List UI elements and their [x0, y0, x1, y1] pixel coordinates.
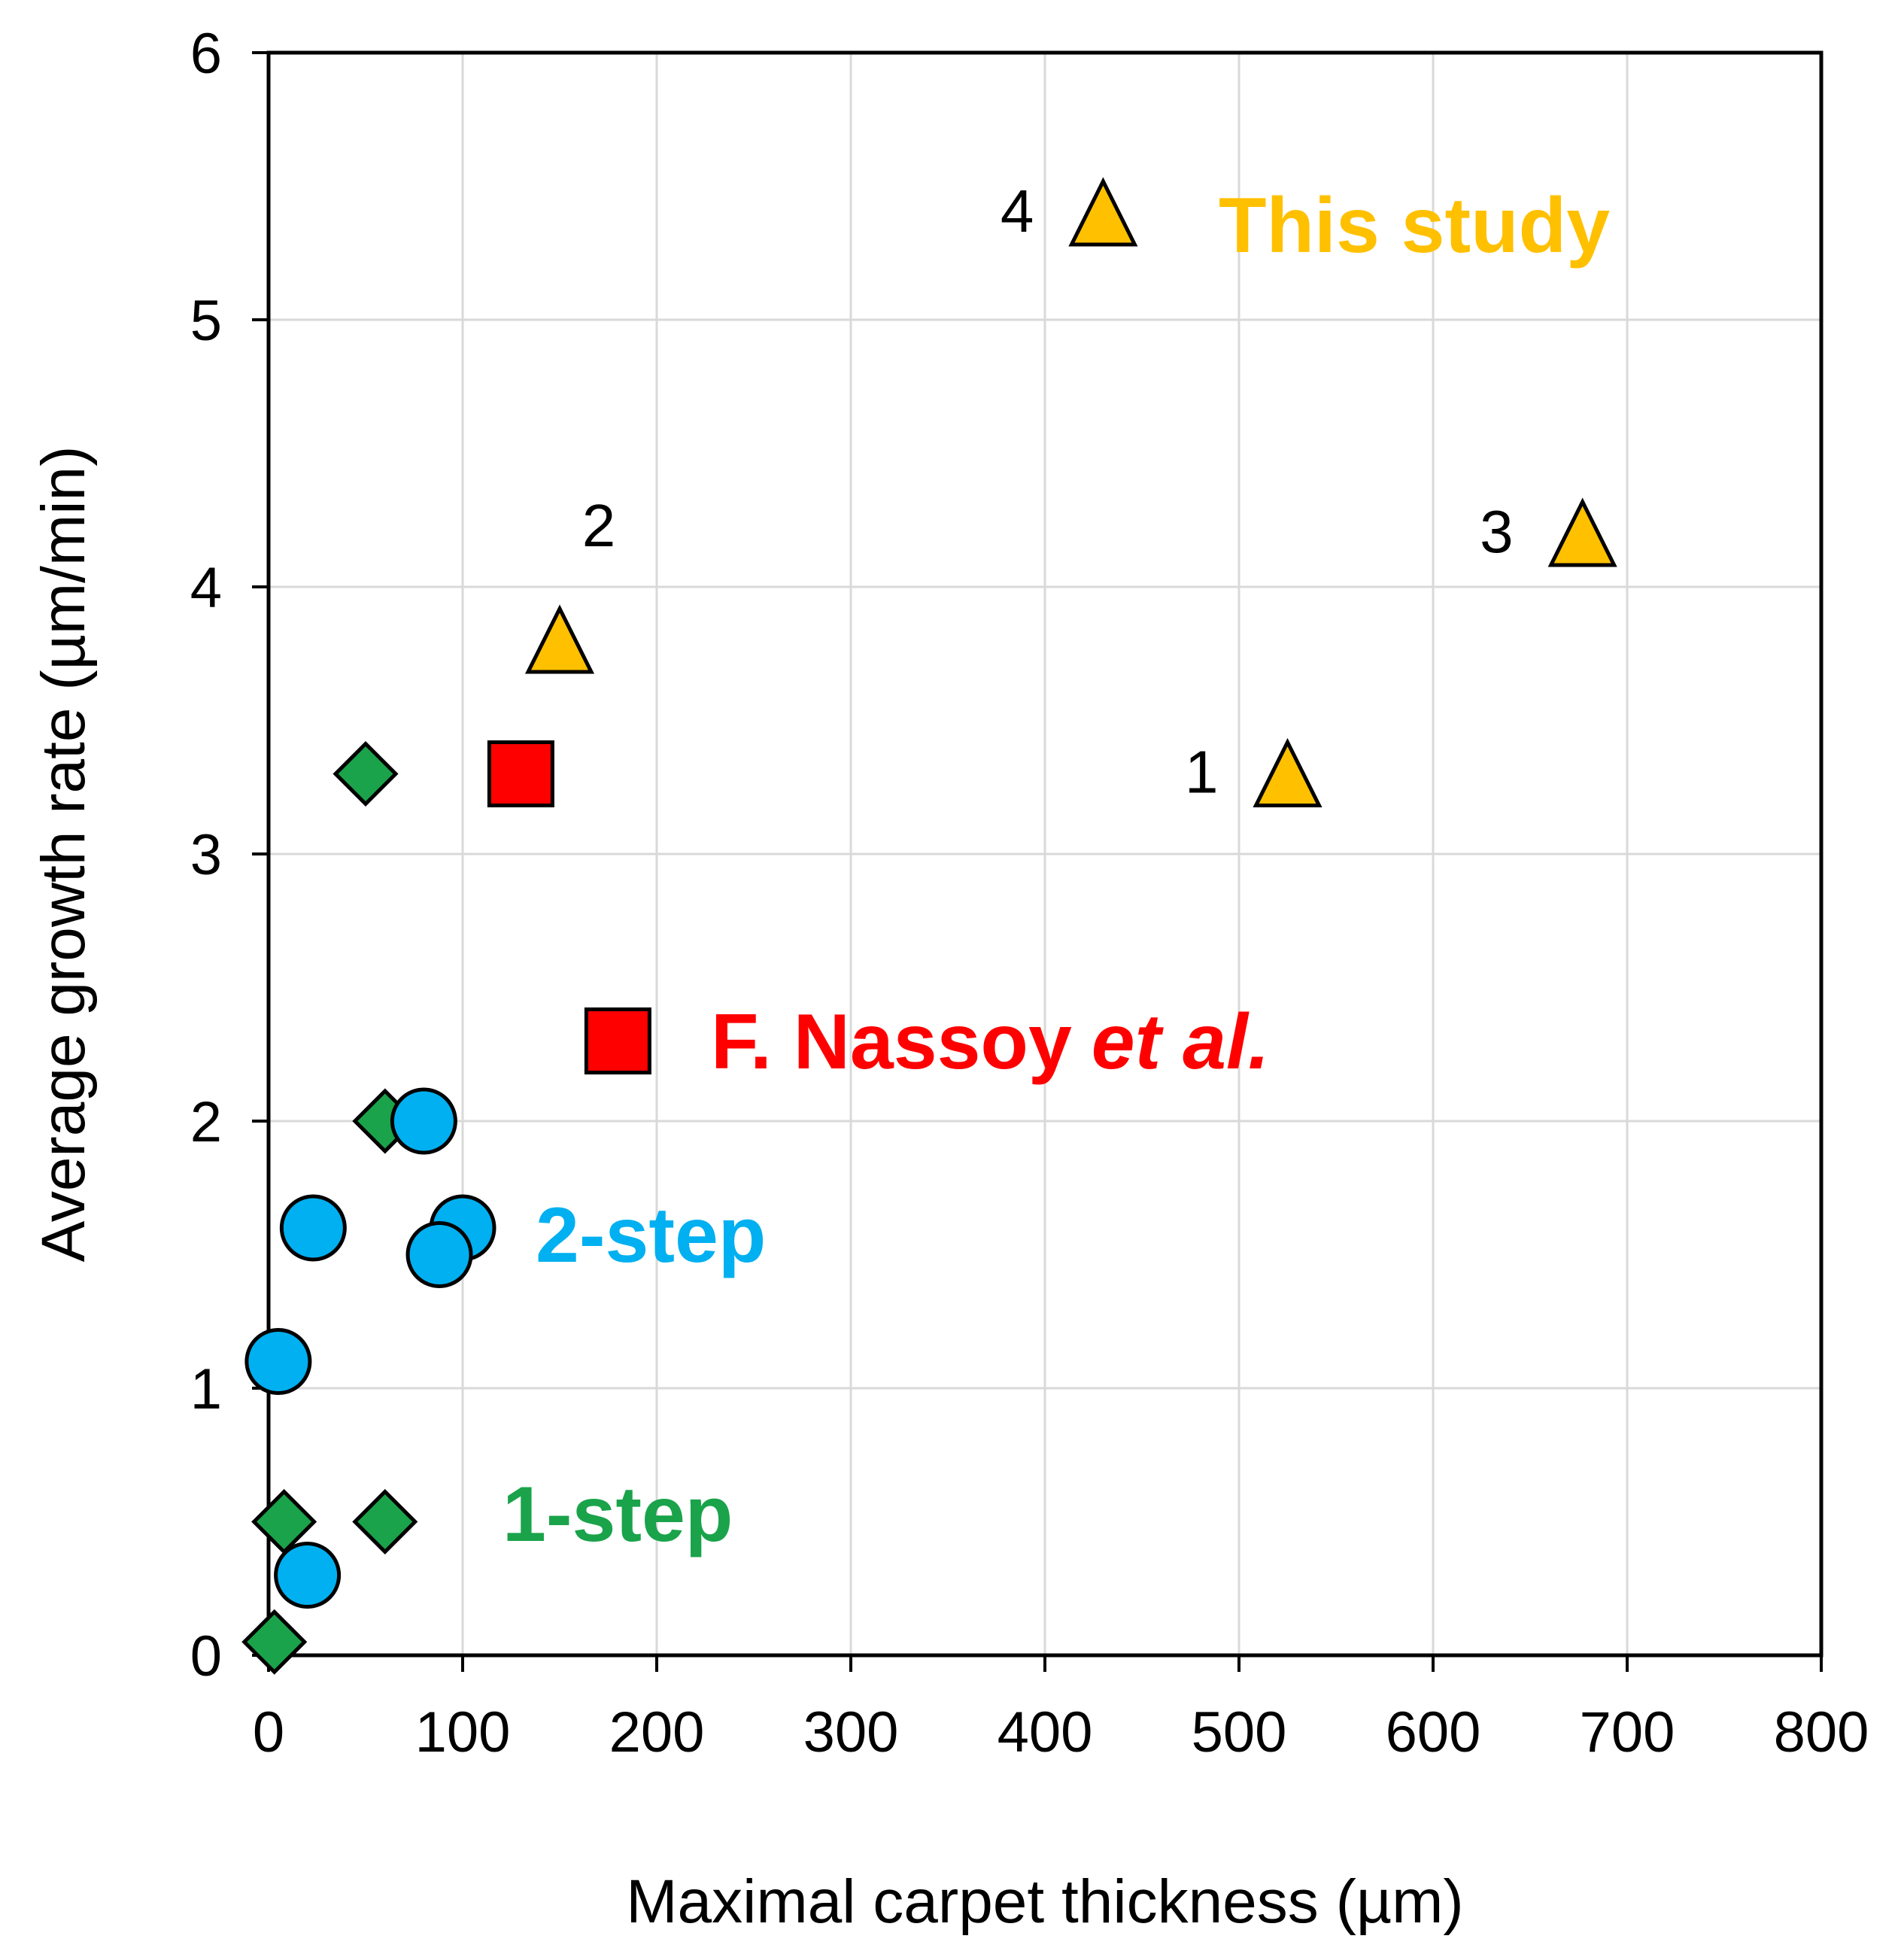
x-tick-label: 200 [609, 1700, 705, 1764]
point-label-1: 1 [1185, 739, 1219, 806]
x-tick-label: 100 [415, 1700, 511, 1764]
two-step-label: 2-step [536, 1192, 766, 1279]
y-tick-label: 1 [190, 1357, 222, 1421]
x-axis-ticks: 0 100 200 300 400 500 600 700 800 [253, 1655, 1869, 1764]
point-labels: 1 2 3 4 [582, 178, 1514, 806]
two-step-point [244, 1328, 312, 1395]
nassoy-et-al: et al. [1092, 998, 1270, 1086]
x-tick-label: 300 [803, 1700, 899, 1764]
nassoy-point [487, 740, 554, 807]
point-label-3: 3 [1480, 498, 1514, 565]
y-tick-label: 3 [190, 823, 222, 887]
one-step-label: 1-step [503, 1471, 733, 1558]
y-tick-label: 2 [190, 1090, 222, 1154]
grid-lines [269, 53, 1821, 1655]
y-axis-title: Average growth rate (µm/min) [29, 446, 98, 1263]
y-axis-ticks: 0 1 2 3 4 5 6 [190, 22, 269, 1688]
point-label-4: 4 [1001, 178, 1034, 245]
point-label-2: 2 [582, 492, 616, 559]
two-step-point [405, 1221, 473, 1288]
this-study-point [1547, 497, 1617, 567]
x-tick-label: 800 [1774, 1700, 1869, 1764]
x-tick-label: 0 [253, 1700, 284, 1764]
x-tick-label: 500 [1192, 1700, 1287, 1764]
this-study-point [524, 604, 595, 674]
y-tick-label: 5 [190, 289, 222, 353]
x-tick-label: 400 [998, 1700, 1093, 1764]
nassoy-point [584, 1007, 651, 1074]
this-study-point [1068, 177, 1138, 247]
x-axis-title: Maximal carpet thickness (µm) [626, 1867, 1464, 1936]
y-tick-label: 4 [190, 556, 222, 620]
one-step-point [241, 1609, 308, 1675]
y-tick-label: 6 [190, 22, 222, 86]
x-tick-label: 700 [1580, 1700, 1675, 1764]
this-study-label: This study [1219, 182, 1610, 269]
one-step-point [352, 1488, 418, 1555]
one-step-point [333, 740, 399, 807]
two-step-point [279, 1194, 347, 1262]
x-tick-label: 600 [1386, 1700, 1481, 1764]
this-study-point [1253, 737, 1322, 807]
data-points [241, 177, 1617, 1675]
nassoy-label: F. Nassoy et al. [711, 998, 1270, 1086]
two-step-point [274, 1542, 342, 1609]
two-step-point [390, 1087, 457, 1155]
y-tick-label: 0 [190, 1624, 222, 1688]
nassoy-name: F. Nassoy [711, 998, 1072, 1086]
